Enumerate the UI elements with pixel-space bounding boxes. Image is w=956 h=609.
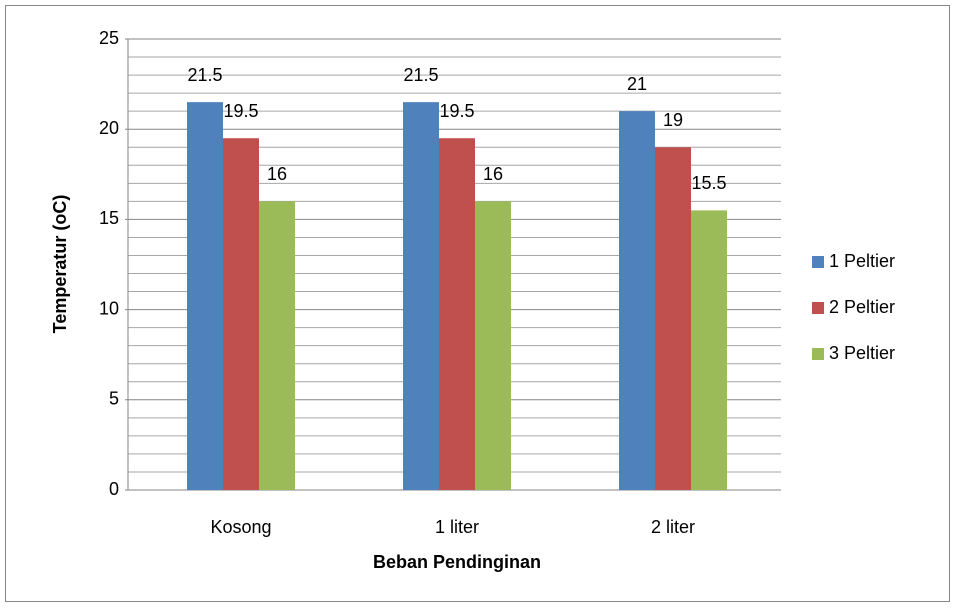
bar [187, 102, 223, 490]
y-tick-label: 15 [99, 208, 119, 228]
legend-label: 2 Peltier [829, 297, 895, 317]
data-label: 16 [483, 164, 503, 184]
bar [439, 138, 475, 490]
legend-label: 1 Peltier [829, 251, 895, 271]
bar [403, 102, 439, 490]
bar [259, 201, 295, 491]
bar [475, 201, 511, 491]
bar [655, 147, 691, 491]
legend-label: 3 Peltier [829, 343, 895, 363]
y-axis-title: Temperatur (oC) [50, 195, 70, 334]
y-tick-label: 0 [109, 479, 119, 499]
x-axis-title: Beban Pendinginan [373, 552, 541, 572]
bar [223, 138, 259, 490]
x-tick-label: 2 liter [651, 517, 695, 537]
legend-swatch [812, 302, 824, 314]
x-tick-label: Kosong [210, 517, 271, 537]
bar [691, 210, 727, 490]
legend-swatch [812, 348, 824, 360]
data-label: 15.5 [691, 173, 726, 193]
data-label: 16 [267, 164, 287, 184]
legend-swatch [812, 256, 824, 268]
y-tick-label: 25 [99, 28, 119, 48]
y-tick-label: 10 [99, 298, 119, 318]
data-label: 21 [627, 74, 647, 94]
bar [619, 111, 655, 490]
data-label: 21.5 [403, 65, 438, 85]
x-tick-label: 1 liter [435, 517, 479, 537]
data-label: 19 [663, 110, 683, 130]
y-tick-label: 20 [99, 118, 119, 138]
data-label: 19.5 [223, 101, 258, 121]
y-tick-label: 5 [109, 389, 119, 409]
data-label: 21.5 [187, 65, 222, 85]
data-label: 19.5 [439, 101, 474, 121]
